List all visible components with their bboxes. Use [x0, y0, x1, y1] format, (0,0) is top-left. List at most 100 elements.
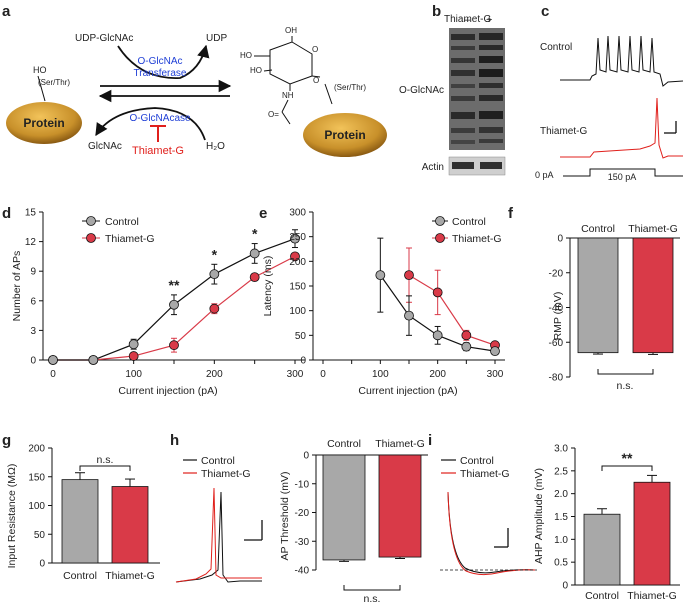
oglcnac-row-label: O-GlcNAc	[399, 85, 444, 96]
band	[479, 139, 503, 143]
control-trace-label: Control	[540, 42, 572, 53]
f-cat-thiamet: Thiamet-G	[628, 223, 678, 235]
e-legend-control: Control	[452, 216, 486, 228]
d-y-label: Number of APs	[11, 251, 23, 322]
sugar-glyco-o-label: O	[313, 76, 319, 85]
band	[451, 46, 475, 50]
band	[451, 58, 475, 63]
d-ytick-label: 6	[30, 296, 36, 307]
d-legend: Control Thiamet-G	[82, 216, 155, 245]
band	[479, 95, 503, 101]
g-cat-thiamet: Thiamet-G	[105, 570, 155, 582]
panel-label-f: f	[508, 205, 514, 222]
g-bar-thiamet	[111, 486, 149, 564]
udp-glcnac-label: UDP-GlcNAc	[75, 33, 133, 44]
d-significance-marker: **	[169, 277, 180, 293]
f-bar-control	[577, 237, 619, 354]
e-x-label: Current injection (pA)	[358, 385, 457, 397]
h-bar-thiamet	[378, 454, 422, 558]
current-step-trace	[563, 168, 683, 177]
band	[451, 70, 475, 76]
d-data-point	[290, 233, 300, 244]
h-significance-bracket	[343, 585, 401, 591]
g-ytick-label: 0	[39, 559, 45, 570]
glcnac-label: GlcNAc	[88, 141, 122, 152]
sugar-carbonyl-label: O=	[268, 110, 279, 119]
d-data-point	[209, 303, 220, 314]
panel-label-h: h	[170, 432, 179, 449]
e-data-point	[375, 270, 386, 281]
h2o-label: H₂O	[206, 141, 225, 152]
e-data-point	[404, 310, 414, 321]
d-x-label: Current injection (pA)	[118, 385, 217, 397]
treatment-label: Thiamet-G	[444, 14, 491, 25]
g-ytick-label: 150	[28, 472, 45, 483]
i-ytick-label: 1.5	[554, 512, 568, 523]
sugar-ho1-label: HO	[240, 51, 252, 60]
d-ytick-label: 0	[30, 356, 36, 367]
panel-e-chart: Latency (ms) Current injection (pA) 0 50 1…	[262, 208, 505, 397]
i-cat-thiamet: Thiamet-G	[627, 590, 677, 602]
i-bar-control	[583, 513, 621, 586]
sugar-ring	[269, 41, 313, 85]
e-ytick-label: 250	[289, 232, 306, 243]
f-ytick-label: -80	[549, 373, 564, 384]
d-data-point	[88, 355, 99, 365]
e-legend-thiamet: Thiamet-G	[452, 233, 502, 245]
e-data-point	[490, 346, 500, 357]
plus-label: +	[486, 14, 492, 26]
g-y-label: Input Resistance (MΩ)	[6, 464, 18, 569]
actin-band-control	[452, 162, 474, 169]
e-ytick-label: 150	[289, 282, 306, 293]
e-data-point	[461, 330, 472, 341]
panel-label-b: b	[432, 3, 441, 20]
g-ytick-label: 100	[28, 501, 45, 512]
step-current-label: 150 pA	[608, 172, 637, 182]
ho-bond	[37, 75, 46, 102]
h-ytick-label: 0	[303, 451, 309, 462]
g-significance-bracket	[79, 465, 131, 471]
i-legend-control: Control	[460, 455, 494, 467]
band	[479, 127, 503, 133]
baseline-current-label: 0 pA	[535, 170, 554, 180]
blot-bands	[451, 33, 503, 144]
f-ytick-label: -60	[549, 338, 564, 349]
actin-row-label: Actin	[422, 162, 444, 173]
d-data-point	[290, 251, 300, 262]
acetyl-bond-1	[281, 99, 289, 113]
i-y-label: AHP Amplitude (mV)	[533, 468, 545, 564]
d-significance-marker: *	[252, 226, 258, 242]
glcnacase-label: O-GlcNAcase	[129, 113, 191, 124]
f-bar-thiamet	[632, 237, 674, 354]
acetyl-bond-2	[281, 111, 291, 125]
d-data-point	[128, 351, 139, 361]
f-ytick-label: -40	[549, 303, 564, 314]
d-significance-marker: *	[212, 246, 218, 262]
band	[451, 84, 475, 88]
band	[451, 128, 475, 133]
legend-marker-control	[435, 216, 445, 226]
i-legend-thiamet: Thiamet-G	[460, 468, 510, 480]
panel-h-traces: Control Thiamet-G	[175, 455, 263, 583]
i-ytick-label: 0.5	[554, 558, 568, 569]
h-control-trace	[175, 491, 262, 583]
h-sig-label: n.s.	[364, 593, 381, 605]
panel-i-chart: AHP Amplitude (mV) Control Thiamet-G 0 0.…	[533, 444, 680, 602]
g-sig-label: n.s.	[97, 454, 114, 466]
panel-label-e: e	[259, 205, 267, 222]
panel-g-chart: Input Resistance (MΩ) Control Thiamet-G …	[6, 444, 160, 582]
e-ytick-label: 0	[300, 356, 306, 367]
protein-right-label: Protein	[324, 128, 365, 142]
actin-band-thiamet	[480, 162, 502, 169]
e-series-line	[408, 274, 496, 346]
h-cat-thiamet: Thiamet-G	[375, 438, 425, 450]
band	[479, 69, 503, 77]
i-control-trace	[447, 491, 536, 574]
control-trace	[560, 35, 684, 87]
ho-label: HO	[33, 65, 47, 75]
i-thiamet-trace	[447, 491, 536, 576]
udp-label: UDP	[206, 33, 227, 44]
e-xtick-label: 200	[429, 369, 446, 380]
i-ytick-label: 0	[562, 581, 568, 592]
